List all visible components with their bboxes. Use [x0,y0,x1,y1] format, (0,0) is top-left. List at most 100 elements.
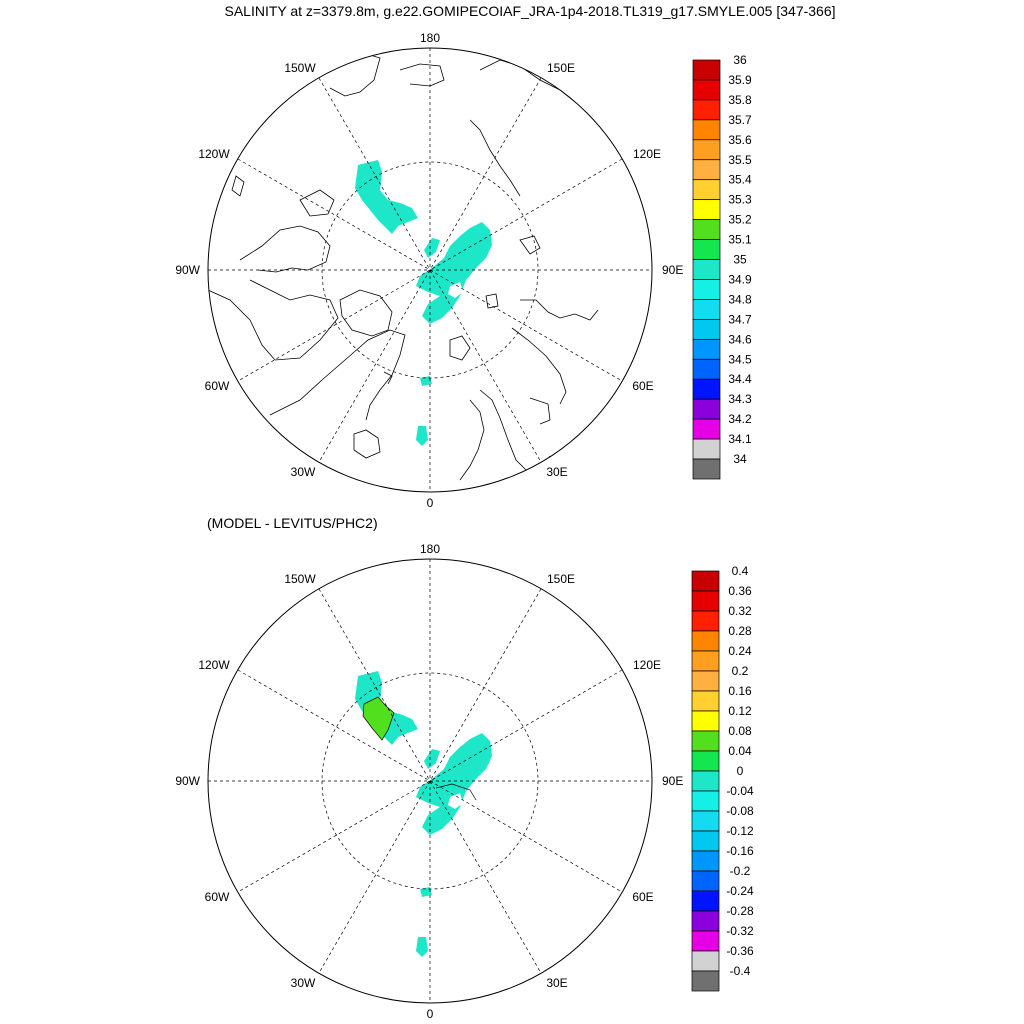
top-colorbar-label: 35.1 [728,233,752,247]
top-colorbar-swatch [692,378,721,400]
bottom-colorbar-label: -0.28 [726,904,754,918]
top-colorbar-label: 34.2 [728,412,752,426]
top-lon-label-60w: 60W [205,379,230,393]
bottom-colorbar-swatch [691,790,720,812]
top-lon-label-30e: 30E [546,465,567,479]
bottom-zero-contour [435,783,477,801]
top-colorbar-label: 35.9 [728,73,752,87]
top-colorbar-swatch [692,59,721,81]
bottom-colorbar-swatch [691,590,720,612]
top-colorbar-label: 35.4 [728,173,752,187]
bottom-lon-label-0: 0 [427,1007,434,1021]
bottom-colorbar-swatch [691,770,720,792]
bottom-colorbar-swatch [691,890,720,912]
top-fram-strait-patch [420,376,432,386]
bottom-colorbar-swatch [691,950,720,972]
top-eurasian-basin-patch [416,222,492,324]
top-colorbar-swatch [692,319,721,340]
bottom-colorbar-label: -0.08 [726,804,754,818]
bottom-lon-label-30w: 30W [291,976,316,990]
difference-subtitle: (MODEL - LEVITUS/PHC2) [207,515,378,531]
bottom-lon-label-120w: 120W [198,658,230,672]
top-lon-label-30w: 30W [291,465,316,479]
bottom-colorbar-swatch [691,690,720,712]
top-greenland-sea-patch [416,426,428,446]
top-colorbar-swatch [692,179,721,201]
bottom-colorbar-label: -0.32 [726,924,754,938]
bottom-colorbar-swatch [691,930,720,952]
bottom-colorbar-swatch [691,570,720,592]
bottom-colorbar-swatch [691,910,720,932]
top-lon-label-0: 0 [427,496,434,510]
bottom-colorbar-label: -0.04 [726,784,754,798]
top-colorbar: 36 35.9 35.8 35.7 35.6 35.5 35.4 35.3 35.2 35.1 35… [692,53,752,480]
bottom-fram-strait-patch [420,887,432,897]
bottom-lon-label-60w: 60W [205,890,230,904]
bottom-colorbar-swatch [691,610,720,632]
top-colorbar-label: 35.2 [728,213,752,227]
bottom-canada-basin-patch [355,671,418,745]
bottom-colorbar-swatch [691,850,720,872]
top-colorbar-label: 35.3 [728,193,752,207]
top-colorbar-swatch [692,159,721,181]
top-colorbar-label: 34.6 [728,332,752,346]
top-colorbar-swatch [692,239,721,260]
bottom-polar-map: 180 0 90W 90E 150W 120W 150E 120E 60W 30… [175,542,683,1021]
bottom-colorbar-swatch [691,810,720,832]
bottom-colorbar-label: 0.12 [728,704,752,718]
top-colorbar-label: 35.6 [728,133,752,147]
bottom-colorbar-label: 0.32 [728,604,752,618]
top-lon-label-90w: 90W [175,263,200,277]
bottom-colorbar-swatch [691,830,720,852]
top-colorbar-label: 35 [733,253,747,267]
top-colorbar-label: 34.1 [728,432,752,446]
top-colorbar-label: 34.5 [728,352,752,366]
bottom-colorbar-label: -0.12 [726,824,754,838]
top-colorbar-swatch [692,458,721,480]
bottom-canada-basin-positive-patch [362,696,395,741]
bottom-colorbar-swatch [691,730,720,752]
bottom-colorbar-label: -0.4 [730,964,751,978]
bottom-eurasian-basin-patch [416,733,492,835]
top-colorbar-swatch [692,299,721,320]
bottom-small-patch-1 [424,749,440,769]
top-colorbar-label: 36 [733,53,747,67]
bottom-colorbar-swatch [691,670,720,692]
top-lon-label-90e: 90E [662,263,683,277]
top-salinity-field [355,160,492,446]
bottom-colorbar-label: 0.4 [732,564,749,578]
top-colorbar-swatch [692,358,721,380]
bottom-coastlines [208,563,610,991]
bottom-colorbar-swatch [691,630,720,652]
bottom-colorbar: 0.4 0.36 0.32 0.28 0.24 0.2 0.16 0.12 0.08 0.04 0 -… [691,564,754,992]
top-lon-label-120e: 120E [633,147,661,161]
bottom-colorbar-label: -0.2 [730,864,751,878]
top-colorbar-label: 34.9 [728,272,752,286]
top-colorbar-label: 34.8 [728,292,752,306]
top-colorbar-swatch [692,259,721,280]
bottom-colorbar-swatch [691,870,720,892]
bottom-greenland-sea-patch [416,937,428,957]
top-lon-label-180: 180 [420,31,440,45]
bottom-colorbar-label: 0.24 [728,644,752,658]
bottom-lon-label-60e: 60E [632,890,653,904]
bottom-colorbar-label: 0.2 [732,664,749,678]
top-colorbar-swatch [692,338,721,360]
top-colorbar-label: 34 [733,452,747,466]
top-colorbar-label: 35.7 [728,113,752,127]
bottom-graticule [208,559,652,1003]
bottom-colorbar-label: -0.36 [726,944,754,958]
bottom-colorbar-label: 0.16 [728,684,752,698]
top-colorbar-swatch [692,139,721,161]
top-eurasian-basin-gap [448,282,463,298]
top-lon-label-150w: 150W [284,61,316,75]
top-colorbar-swatch [692,79,721,101]
bottom-colorbar-label: 0.36 [728,584,752,598]
bottom-colorbar-label: 0.04 [728,744,752,758]
top-graticule [208,48,652,492]
bottom-lon-label-120e: 120E [633,658,661,672]
top-colorbar-swatch [692,199,721,220]
bottom-colorbar-label: -0.24 [726,884,754,898]
plot-title: SALINITY at z=3379.8m, g.e22.GOMIPECOIAF… [224,3,836,19]
bottom-lon-label-90e: 90E [662,774,683,788]
